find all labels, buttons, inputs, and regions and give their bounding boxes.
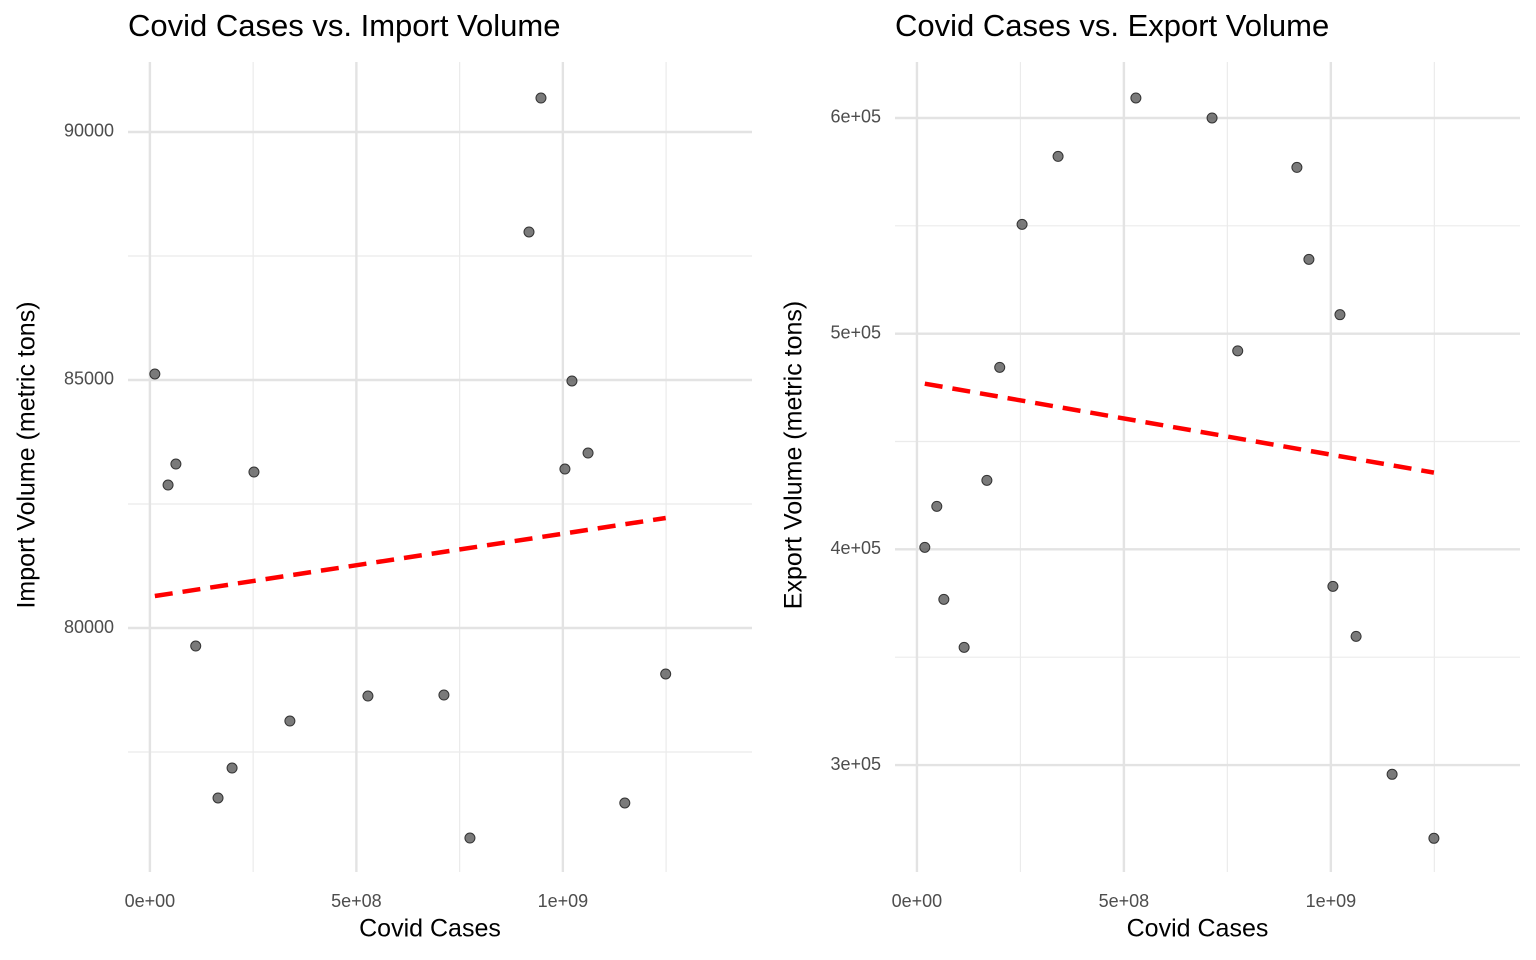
y-tick-label: 3e+05 <box>830 754 881 774</box>
point <box>1327 580 1339 592</box>
point <box>1130 92 1142 104</box>
x-tick-label: 5e+08 <box>331 891 382 911</box>
point <box>938 593 950 605</box>
point <box>1206 112 1218 124</box>
y-axis-title: Import Volume (metric tons) <box>13 301 41 608</box>
point <box>438 689 450 701</box>
point <box>919 541 931 553</box>
point <box>931 500 943 512</box>
y-tick-label: 4e+05 <box>830 538 881 558</box>
trend-line <box>154 515 667 599</box>
x-tick-label: 1e+09 <box>538 891 589 911</box>
y-tick-label: 6e+05 <box>830 107 881 127</box>
point <box>1334 309 1346 321</box>
chart-title: Covid Cases vs. Export Volume <box>895 8 1329 43</box>
point <box>1350 630 1362 642</box>
point <box>248 466 260 478</box>
y-tick-label: 80000 <box>64 617 114 637</box>
y-axis-title: Export Volume (metric tons) <box>780 301 808 609</box>
point <box>162 479 174 491</box>
point <box>212 792 224 804</box>
point <box>523 226 535 238</box>
point <box>464 832 476 844</box>
point <box>149 368 161 380</box>
point <box>582 447 594 459</box>
point <box>566 375 578 387</box>
point <box>660 668 672 680</box>
point <box>226 762 238 774</box>
point <box>559 463 571 475</box>
point <box>1232 345 1244 357</box>
point <box>284 715 296 727</box>
point <box>170 458 182 470</box>
point <box>981 474 993 486</box>
point <box>1016 218 1028 230</box>
point <box>362 690 374 702</box>
y-tick-label: 5e+05 <box>830 322 881 342</box>
point <box>535 92 547 104</box>
point <box>1291 161 1303 173</box>
x-tick-label: 1e+09 <box>1306 891 1357 911</box>
chart-title: Covid Cases vs. Import Volume <box>128 8 560 43</box>
trend-line <box>924 381 1435 475</box>
point <box>190 640 202 652</box>
point <box>1386 768 1398 780</box>
point <box>619 797 631 809</box>
point <box>994 361 1006 373</box>
x-tick-label: 0e+00 <box>892 891 943 911</box>
point <box>1303 253 1315 265</box>
point <box>1052 150 1064 162</box>
x-axis-title: Covid Cases <box>359 915 501 943</box>
y-tick-label: 90000 <box>64 121 114 141</box>
x-axis-title: Covid Cases <box>1127 915 1269 943</box>
point <box>958 641 970 653</box>
point <box>1428 832 1440 844</box>
x-tick-label: 0e+00 <box>125 891 176 911</box>
y-tick-label: 85000 <box>64 369 114 389</box>
x-tick-label: 5e+08 <box>1099 891 1150 911</box>
